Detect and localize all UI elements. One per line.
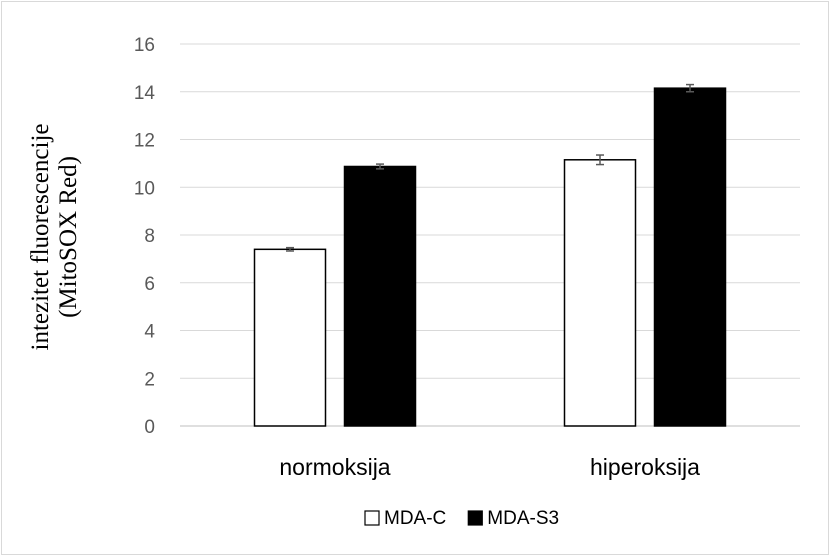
- category-labels: normoksija hiperoksija: [279, 454, 700, 480]
- y-tick-label: 0: [144, 417, 155, 438]
- error-bar-mda-s3-normoksija: [376, 163, 384, 170]
- legend-label: MDA-C: [384, 508, 446, 529]
- y-tick-label: 16: [134, 35, 155, 56]
- bar-mda-c-normoksija: [253, 248, 327, 427]
- bars: [253, 87, 727, 427]
- y-tick-label: 14: [134, 83, 156, 104]
- legend-item-mda-c: MDA-C: [364, 508, 446, 529]
- y-tick-labels: 0 2 4 6 8 10 12 14 16: [134, 35, 156, 438]
- legend-label: MDA-S3: [487, 508, 559, 529]
- y-tick-label: 6: [144, 274, 155, 295]
- y-axis-label-line-1: intezitet fluorescencije: [27, 124, 54, 351]
- legend-item-mda-s3: MDA-S3: [467, 508, 559, 529]
- y-axis-label: intezitet fluorescencije (MitoSOX Red): [27, 124, 82, 351]
- error-bar-mda-s3-hiperoksija: [686, 83, 694, 93]
- category-label-normoksija: normoksija: [279, 454, 390, 480]
- bar-mda-s3-hiperoksija: [653, 87, 727, 427]
- legend-swatch: [364, 510, 380, 526]
- y-tick-label: 4: [144, 322, 155, 343]
- y-tick-label: 8: [144, 226, 155, 247]
- y-tick-label: 10: [134, 178, 155, 199]
- category-label-hiperoksija: hiperoksija: [590, 454, 700, 480]
- bar-mda-s3-normoksija: [343, 165, 417, 427]
- error-bar-mda-c-normoksija: [286, 246, 294, 252]
- legend-swatch: [467, 510, 483, 526]
- bar-mda-c-hiperoksija: [563, 159, 637, 427]
- y-axis-label-line-2: (MitoSOX Red): [55, 156, 82, 318]
- legend: MDA-C MDA-S3: [364, 508, 559, 529]
- y-tick-label: 2: [144, 369, 155, 390]
- error-bars: [286, 83, 694, 252]
- y-tick-label: 12: [134, 131, 155, 152]
- error-bar-mda-c-hiperoksija: [596, 154, 604, 166]
